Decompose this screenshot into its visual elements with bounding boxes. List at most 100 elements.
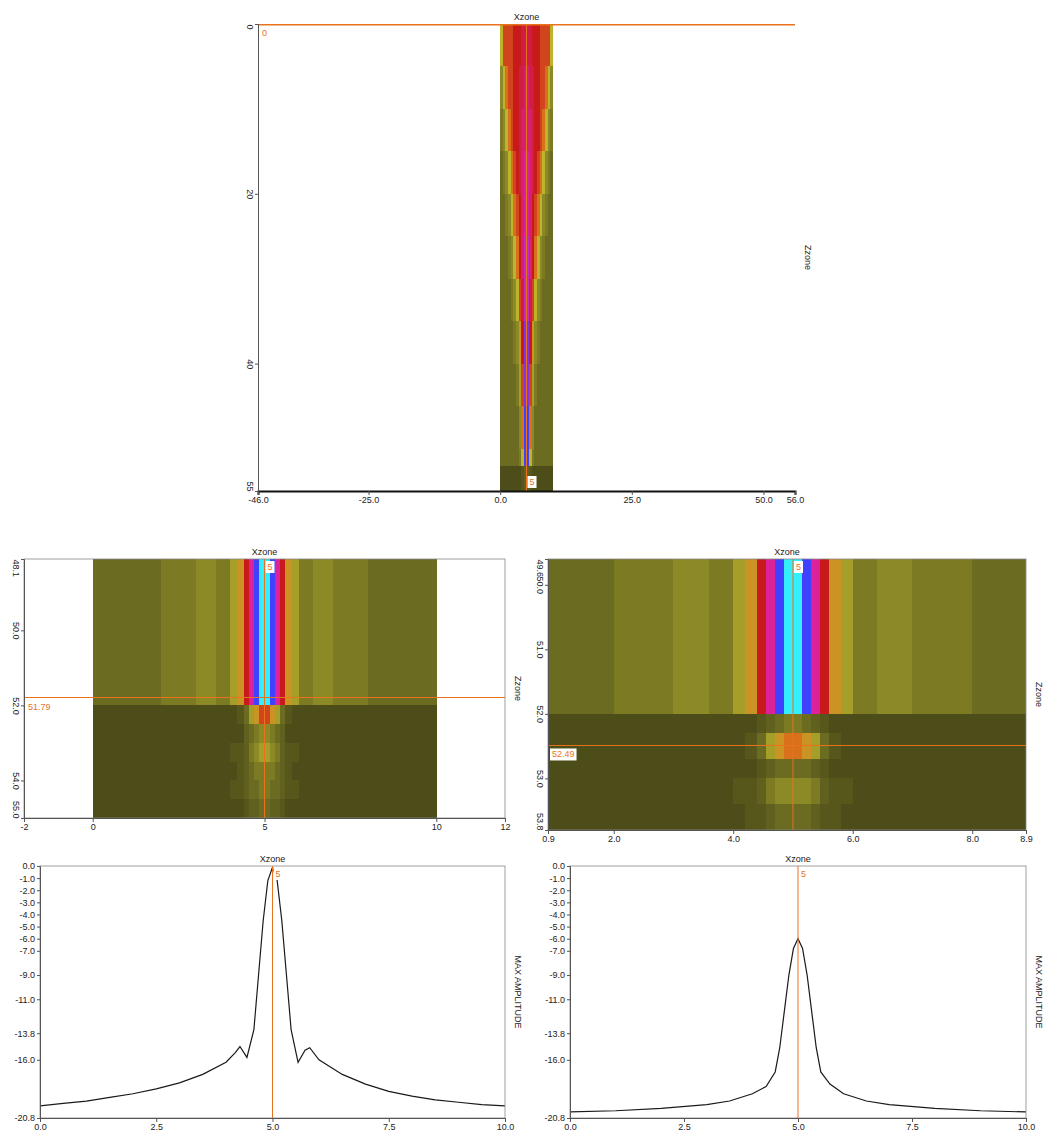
tick: -2.0 <box>549 886 570 896</box>
heatmap-cell <box>534 236 537 279</box>
heatmap-cell <box>673 559 709 714</box>
cursor-label: 5 <box>530 477 535 487</box>
heatmap-cell <box>500 449 503 466</box>
tick-label: -11.0 <box>545 995 565 1005</box>
heatmap-cell <box>230 705 237 724</box>
heatmap-cell <box>540 194 543 237</box>
heatmap-cell <box>285 780 292 799</box>
heatmap-cell <box>540 236 543 279</box>
tick-mark <box>567 878 570 879</box>
heatmap-cell <box>614 714 674 734</box>
tick-label: -1.0 <box>549 873 565 883</box>
heatmap-cell <box>532 449 535 466</box>
heatmap-cell <box>505 279 508 322</box>
heatmap-cell <box>766 804 775 830</box>
plot-frame <box>570 866 1026 1118</box>
tick-label: -2 <box>20 822 28 832</box>
axis-title: Zzone <box>803 245 813 270</box>
heatmap-cell <box>500 109 503 152</box>
tick-mark <box>567 1060 570 1061</box>
cursor-label: 5 <box>268 562 273 572</box>
label-patch <box>266 561 275 573</box>
cursor <box>24 559 505 818</box>
heatmap-cell <box>775 714 784 734</box>
heatmap-cell <box>244 705 250 724</box>
tick: 52.0 <box>535 706 548 724</box>
heatmap-cell <box>249 559 255 706</box>
heatmap-cell <box>548 759 614 779</box>
heatmap-cell <box>540 24 543 67</box>
tick: 2.5 <box>678 1118 691 1132</box>
heatmap-cell <box>550 466 553 491</box>
heatmap-cell <box>511 194 514 237</box>
heatmap-cell <box>709 559 733 714</box>
heatmap-cell <box>500 24 503 67</box>
heatmap-cell <box>216 799 230 818</box>
heatmap-cell <box>93 799 162 818</box>
heatmap-cell <box>745 778 757 804</box>
heatmap-cell <box>503 236 506 279</box>
plot-background <box>24 559 505 818</box>
heatmap-cell <box>93 724 162 743</box>
heatmap-cell <box>513 364 516 407</box>
tick: -6.0 <box>19 934 40 944</box>
heatmap-cell <box>811 714 820 734</box>
tick: -11.0 <box>545 995 570 1005</box>
heatmap-cell <box>521 364 524 407</box>
heatmap-cell <box>500 321 503 364</box>
heatmap-cell <box>513 194 516 237</box>
tick-mark <box>37 914 40 915</box>
tick-label: 5.0 <box>792 1122 805 1132</box>
tick: 6.0 <box>847 830 860 844</box>
heatmap-cell <box>196 762 217 781</box>
tick-label: 8.9 <box>1020 834 1033 844</box>
heatmap-cell <box>368 743 437 762</box>
tick-label: 53.0 <box>535 770 545 788</box>
heatmap-cell <box>516 24 519 67</box>
heatmap-cell <box>972 804 1026 830</box>
tick-label: 55 <box>245 481 255 491</box>
heatmap-cell <box>550 321 553 364</box>
heatmap-cell <box>516 279 519 322</box>
heatmap-cell <box>775 759 784 779</box>
heatmap-cell <box>529 364 532 407</box>
heatmap-cell <box>521 24 524 67</box>
heatmap-cell <box>254 780 260 799</box>
axis-line <box>259 492 796 496</box>
tick: 5.0 <box>792 1118 805 1132</box>
heatmap-cell <box>820 759 829 779</box>
tick: -20.8 <box>544 1113 570 1123</box>
heatmap-cell <box>368 724 437 743</box>
cursor-line <box>526 24 527 491</box>
heatmap-cell <box>505 449 508 466</box>
heatmap-cell <box>513 151 516 194</box>
heatmap-cell <box>745 759 757 779</box>
heatmap-cell <box>521 109 524 152</box>
plot-background <box>40 866 505 1118</box>
heatmap-cell <box>285 799 292 818</box>
heatmap-cell <box>230 762 237 781</box>
tick: -13.8 <box>14 1029 40 1039</box>
tick: 2.5 <box>150 1118 163 1132</box>
heatmap-cell <box>548 151 551 194</box>
heatmap-cell <box>93 780 162 799</box>
heatmap-cell <box>745 733 757 759</box>
heatmap-cell <box>503 24 506 67</box>
heatmap-cell <box>545 279 548 322</box>
heatmap-cell <box>853 733 877 759</box>
axis: -46.0-25.00.025.050.056.0 <box>248 491 804 505</box>
heatmap-cell <box>313 559 334 706</box>
axis: 49.650.051.052.053.053.8 <box>535 560 549 831</box>
heatmap-cell <box>537 279 540 322</box>
heatmap-cell <box>285 762 292 781</box>
heatmap-cell <box>545 364 548 407</box>
heatmap-cell <box>254 559 260 706</box>
heatmap-cell <box>511 66 514 109</box>
heatmap-cell <box>216 762 230 781</box>
heatmap-cell <box>313 780 334 799</box>
tick-label: 5 <box>262 822 267 832</box>
tick-mark <box>37 1060 40 1061</box>
heatmap-cell <box>333 762 368 781</box>
tick-label: -2.0 <box>19 886 35 896</box>
heatmap-cell <box>503 109 506 152</box>
